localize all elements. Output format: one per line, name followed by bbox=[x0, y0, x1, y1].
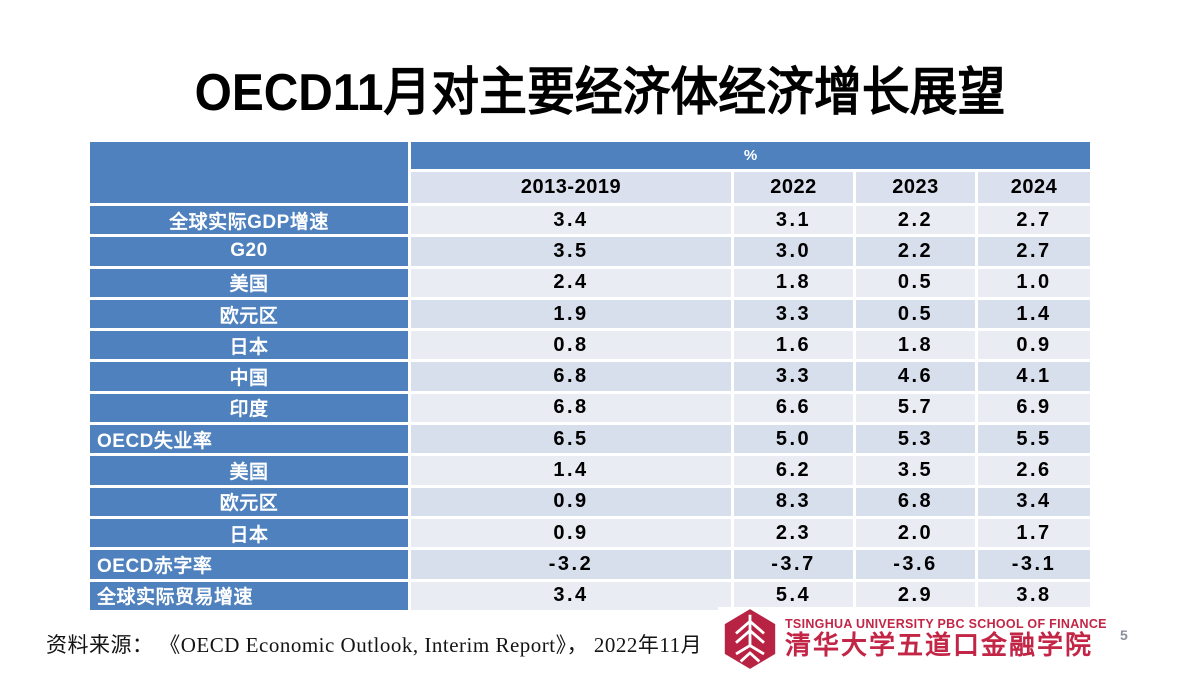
value-cell: 5.0 bbox=[734, 425, 853, 454]
pbcsf-hexagon-icon bbox=[724, 609, 776, 669]
value-cell: -3.2 bbox=[411, 550, 731, 579]
value-cell: 0.5 bbox=[856, 268, 975, 297]
value-cell: 1.8 bbox=[734, 268, 853, 297]
row-label: 美国 bbox=[90, 268, 408, 297]
value-cell: 3.3 bbox=[734, 299, 853, 329]
value-cell: 2.6 bbox=[978, 456, 1090, 485]
year-column-header: 2024 bbox=[978, 172, 1090, 203]
row-label: 欧元区 bbox=[90, 299, 408, 329]
logo-name-en: TSINGHUA UNIVERSITY PBC SCHOOL OF FINANC… bbox=[785, 617, 1107, 632]
value-cell: 3.4 bbox=[411, 206, 731, 235]
value-cell: 4.6 bbox=[856, 362, 975, 391]
value-cell: 3.1 bbox=[734, 206, 853, 235]
outlook-table: % 2013-2019 2022 2023 2024 全球实际GDP增速 3.4 3.1 2.… bbox=[90, 142, 1090, 610]
value-cell: 3.8 bbox=[978, 581, 1090, 610]
slide-title: OECD11月对主要经济体经济增长展望 bbox=[194, 64, 1006, 122]
value-cell: 2.9 bbox=[856, 581, 975, 610]
row-label: 美国 bbox=[90, 456, 408, 485]
value-cell: 2.0 bbox=[856, 518, 975, 548]
value-cell: 1.9 bbox=[411, 299, 731, 329]
value-cell: 0.9 bbox=[411, 487, 731, 516]
value-cell: 5.7 bbox=[856, 393, 975, 423]
row-label: OECD失业率 bbox=[90, 425, 408, 454]
value-cell: 2.3 bbox=[734, 518, 853, 548]
value-cell: 4.1 bbox=[978, 362, 1090, 391]
pbcsf-logo-text: TSINGHUA UNIVERSITY PBC SCHOOL OF FINANC… bbox=[785, 617, 1107, 661]
year-column-header: 2023 bbox=[856, 172, 975, 203]
value-cell: 1.8 bbox=[856, 331, 975, 360]
value-cell: 6.8 bbox=[411, 362, 731, 391]
value-cell: 0.5 bbox=[856, 299, 975, 329]
value-cell: 2.7 bbox=[978, 206, 1090, 235]
value-cell: 1.4 bbox=[978, 299, 1090, 329]
row-label: OECD赤字率 bbox=[90, 550, 408, 579]
value-cell: 1.6 bbox=[734, 331, 853, 360]
value-cell: 6.8 bbox=[411, 393, 731, 423]
value-cell: 5.3 bbox=[856, 425, 975, 454]
row-label: 日本 bbox=[90, 518, 408, 548]
value-cell: 6.8 bbox=[856, 487, 975, 516]
value-cell: 0.9 bbox=[978, 331, 1090, 360]
value-cell: 3.4 bbox=[978, 487, 1090, 516]
value-cell: 3.3 bbox=[734, 362, 853, 391]
value-cell: 5.4 bbox=[734, 581, 853, 610]
value-cell: 6.6 bbox=[734, 393, 853, 423]
value-cell: 3.5 bbox=[411, 237, 731, 266]
row-label: 日本 bbox=[90, 331, 408, 360]
value-cell: 1.4 bbox=[411, 456, 731, 485]
value-cell: -3.1 bbox=[978, 550, 1090, 579]
row-label: 欧元区 bbox=[90, 487, 408, 516]
value-cell: -3.7 bbox=[734, 550, 853, 579]
value-cell: 2.2 bbox=[856, 206, 975, 235]
value-cell: 6.9 bbox=[978, 393, 1090, 423]
source-note: 资料来源： 《OECD Economic Outlook, Interim Re… bbox=[46, 633, 703, 657]
value-cell: 8.3 bbox=[734, 487, 853, 516]
value-cell: 3.4 bbox=[411, 581, 731, 610]
value-cell: 6.2 bbox=[734, 456, 853, 485]
value-cell: 2.4 bbox=[411, 268, 731, 297]
row-label: 全球实际贸易增速 bbox=[90, 581, 408, 610]
value-cell: 2.2 bbox=[856, 237, 975, 266]
year-column-header: 2013-2019 bbox=[411, 172, 731, 203]
row-label: 全球实际GDP增速 bbox=[90, 206, 408, 235]
value-cell: 5.5 bbox=[978, 425, 1090, 454]
row-label: 印度 bbox=[90, 393, 408, 423]
row-label: 中国 bbox=[90, 362, 408, 391]
value-cell: 0.9 bbox=[411, 518, 731, 548]
logo-name-cn: 清华大学五道口金融学院 bbox=[785, 630, 1094, 661]
row-label: G20 bbox=[90, 237, 408, 266]
value-cell: 1.0 bbox=[978, 268, 1090, 297]
value-cell: 2.7 bbox=[978, 237, 1090, 266]
value-cell: 0.8 bbox=[411, 331, 731, 360]
pbcsf-logo: TSINGHUA UNIVERSITY PBC SCHOOL OF FINANC… bbox=[718, 607, 1107, 671]
table-corner-cell bbox=[90, 142, 408, 203]
value-cell: 3.0 bbox=[734, 237, 853, 266]
table-unit-header: % bbox=[411, 142, 1090, 169]
value-cell: 1.7 bbox=[978, 518, 1090, 548]
year-column-header: 2022 bbox=[734, 172, 853, 203]
page-number: 5 bbox=[1120, 627, 1128, 643]
value-cell: 3.5 bbox=[856, 456, 975, 485]
value-cell: 6.5 bbox=[411, 425, 731, 454]
value-cell: -3.6 bbox=[856, 550, 975, 579]
